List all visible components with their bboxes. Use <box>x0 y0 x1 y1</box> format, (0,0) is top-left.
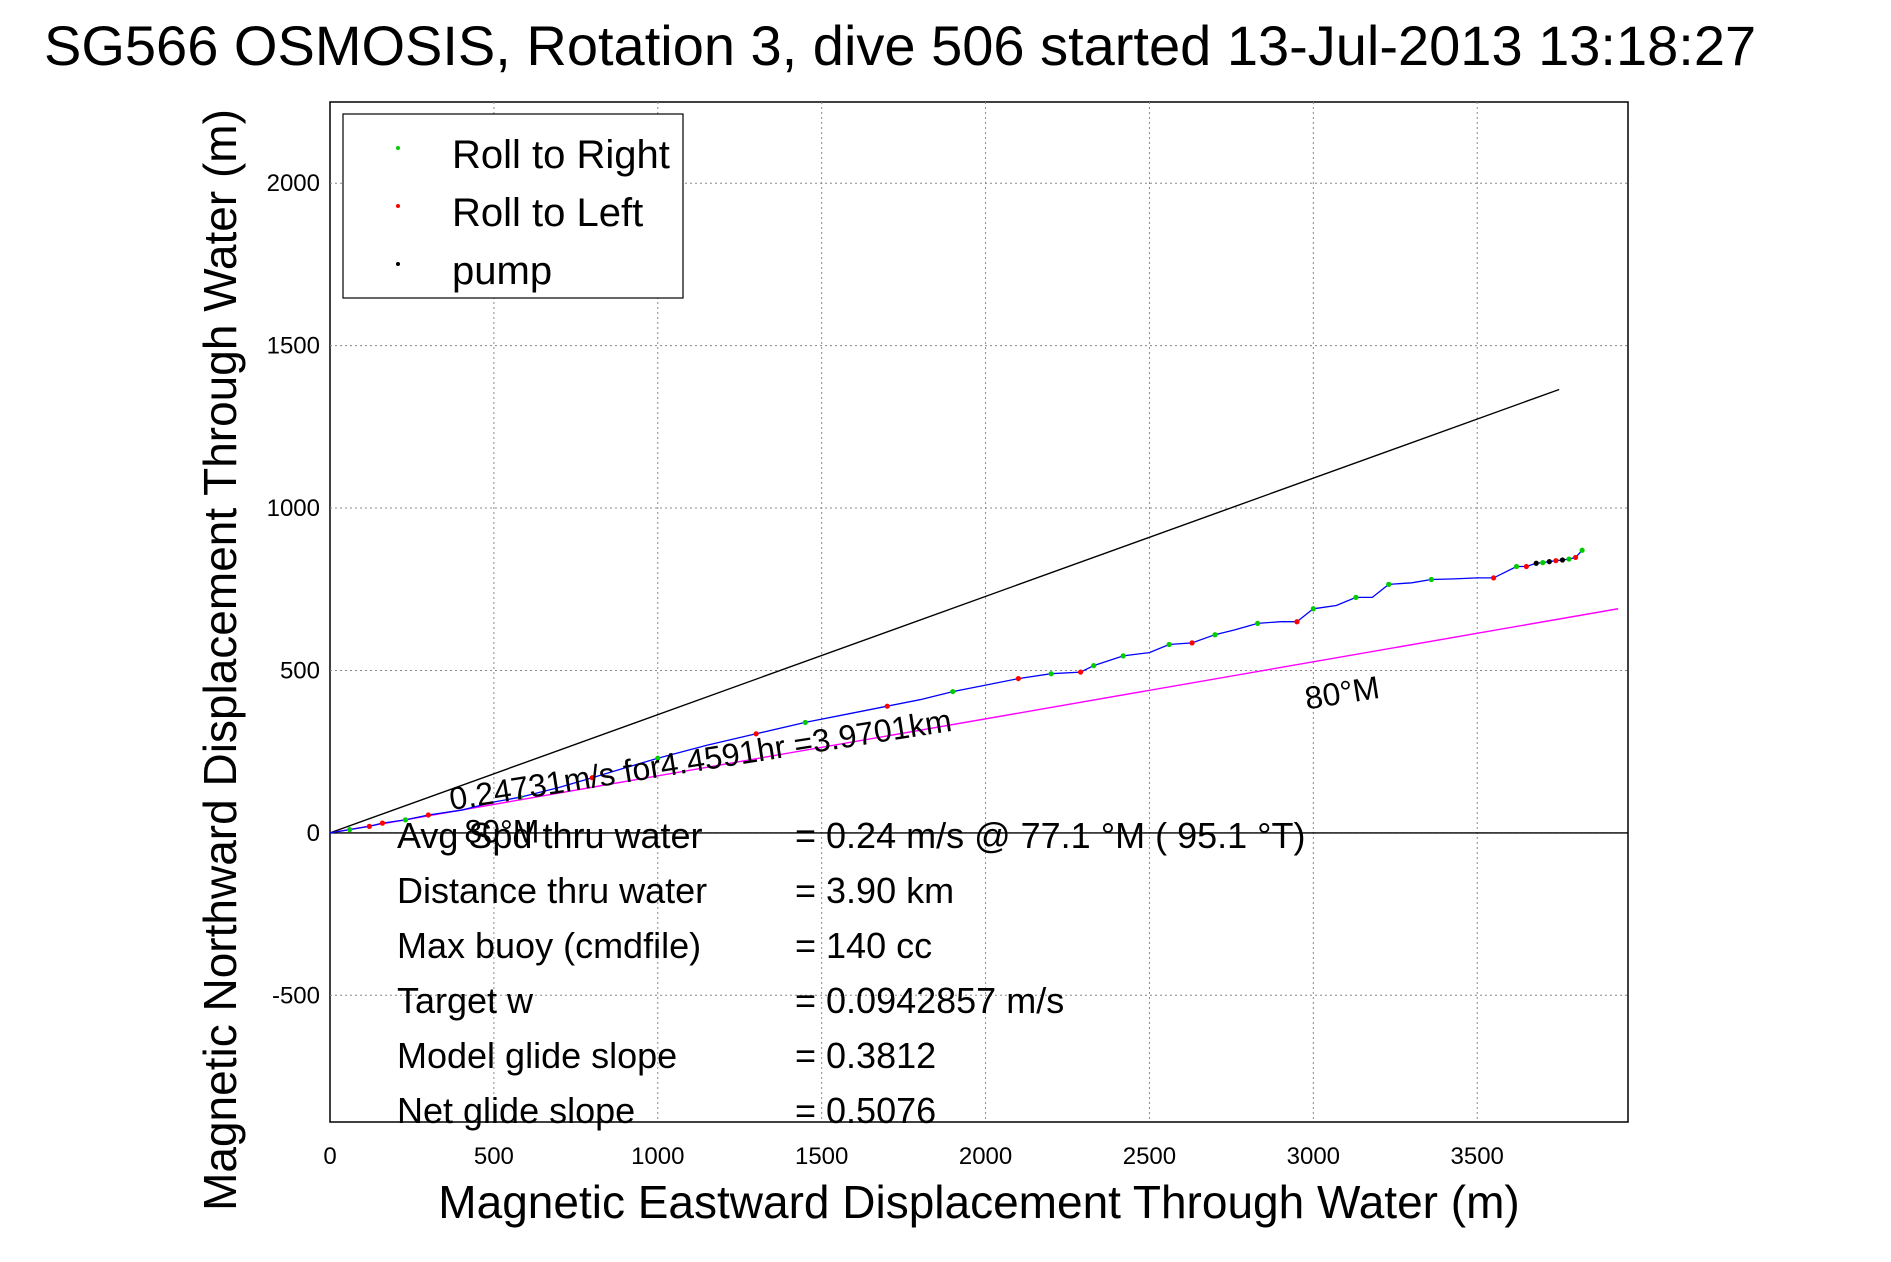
roll-left-marker <box>366 823 372 829</box>
legend-label-pump: pump <box>452 249 552 293</box>
pump-marker <box>1559 557 1566 563</box>
roll-right-marker <box>950 688 956 695</box>
roll-left-marker <box>589 775 595 781</box>
x-tick-label: 3000 <box>1287 1143 1340 1170</box>
y-axis-label: Magnetic Northward Displacement Through … <box>194 109 246 1211</box>
roll-right-marker <box>1212 632 1218 638</box>
roll-right-marker <box>517 794 523 800</box>
roll-right-marker <box>1579 547 1585 553</box>
x-tick-label: 0 <box>323 1143 336 1170</box>
roll-right-marker <box>1386 581 1392 587</box>
roll-left-marker <box>1078 669 1084 675</box>
tick-labels: 0 500 1000 1500 2000 2500 3000 3500 -500 0 500 1000… <box>267 170 1504 1170</box>
x-tick-label: 3500 <box>1451 1143 1504 1170</box>
roll-left-marker <box>753 731 759 737</box>
roll-left-marker <box>1553 558 1559 564</box>
roll-right-marker <box>1540 560 1546 566</box>
roll-right-marker <box>1120 653 1126 659</box>
y-tick-label: 500 <box>280 657 320 684</box>
legend-marker-roll-right <box>396 146 400 150</box>
stat-label: Net glide slope <box>397 1090 635 1131</box>
stat-label: Max buoy (cmdfile) <box>397 925 701 966</box>
x-tick-label: 500 <box>474 1143 514 1170</box>
track-markers <box>347 547 1585 833</box>
roll-right-marker <box>1091 662 1097 669</box>
stats-block: Avg Spd thru water = 0.24 m/s @ 77.1 °M (… <box>397 815 1306 1131</box>
x-tick-label: 2500 <box>1123 1143 1176 1170</box>
roll-right-marker <box>347 827 353 833</box>
stat-label: Model glide slope <box>397 1035 677 1076</box>
roll-right-marker <box>1166 641 1172 648</box>
roll-left-marker <box>1015 675 1021 682</box>
y-tick-label: 1500 <box>267 333 320 360</box>
roll-right-marker <box>1255 620 1261 626</box>
y-tick-label: 2000 <box>267 170 320 197</box>
roll-right-marker <box>1048 671 1054 677</box>
roll-right-marker <box>655 755 661 761</box>
roll-left-marker <box>379 820 386 826</box>
roll-right-marker <box>1566 556 1572 562</box>
roll-left-marker <box>1189 640 1195 646</box>
roll-left-marker <box>425 812 431 818</box>
roll-left-marker <box>884 703 890 709</box>
heading-line <box>329 388 1560 834</box>
legend-marker-pump <box>396 262 400 266</box>
roll-right-marker <box>1353 594 1359 600</box>
y-tick-label: 1000 <box>267 495 320 522</box>
legend-label-roll-left: Roll to Left <box>452 191 643 235</box>
roll-right-marker <box>1310 606 1316 612</box>
y-tick-label: 0 <box>307 820 320 847</box>
roll-right-marker <box>1513 563 1520 570</box>
legend-label-roll-right: Roll to Right <box>452 133 670 177</box>
roll-left-marker <box>1294 619 1300 625</box>
x-tick-label: 2000 <box>959 1143 1012 1170</box>
chart-title: SG566 OSMOSIS, Rotation 3, dive 506 star… <box>44 14 1756 77</box>
legend: Roll to Right Roll to Left pump <box>342 113 684 299</box>
reference-lines <box>329 388 1628 834</box>
annotation-label: 80°M <box>464 814 539 850</box>
pump-marker <box>1546 559 1552 565</box>
roll-right-marker <box>402 817 408 823</box>
target-line <box>329 608 1619 834</box>
roll-right-marker <box>1428 576 1434 583</box>
legend-marker-roll-left <box>396 204 400 208</box>
roll-left-marker <box>1491 575 1497 581</box>
roll-right-marker <box>802 719 808 726</box>
x-axis-label: Magnetic Eastward Displacement Through W… <box>438 1176 1519 1228</box>
stat-label: Target w <box>397 980 534 1021</box>
stat-value: = 3.90 km <box>795 870 954 911</box>
roll-left-marker <box>1572 554 1579 561</box>
stat-value: = 140 cc <box>795 925 932 966</box>
stat-value: = 0.5076 <box>795 1090 936 1131</box>
x-tick-label: 1500 <box>795 1143 848 1170</box>
stat-value: = 0.24 m/s @ 77.1 °M ( 95.1 °T) <box>795 815 1306 856</box>
y-tick-label: -500 <box>272 982 320 1009</box>
stat-value: = 0.0942857 m/s <box>795 980 1064 1021</box>
stat-label: Distance thru water <box>397 870 707 911</box>
pump-marker <box>1533 560 1539 566</box>
roll-left-marker <box>1523 563 1529 570</box>
stat-label: Avg Spd thru water <box>397 815 703 856</box>
stat-value: = 0.3812 <box>795 1035 936 1076</box>
x-tick-label: 1000 <box>631 1143 684 1170</box>
